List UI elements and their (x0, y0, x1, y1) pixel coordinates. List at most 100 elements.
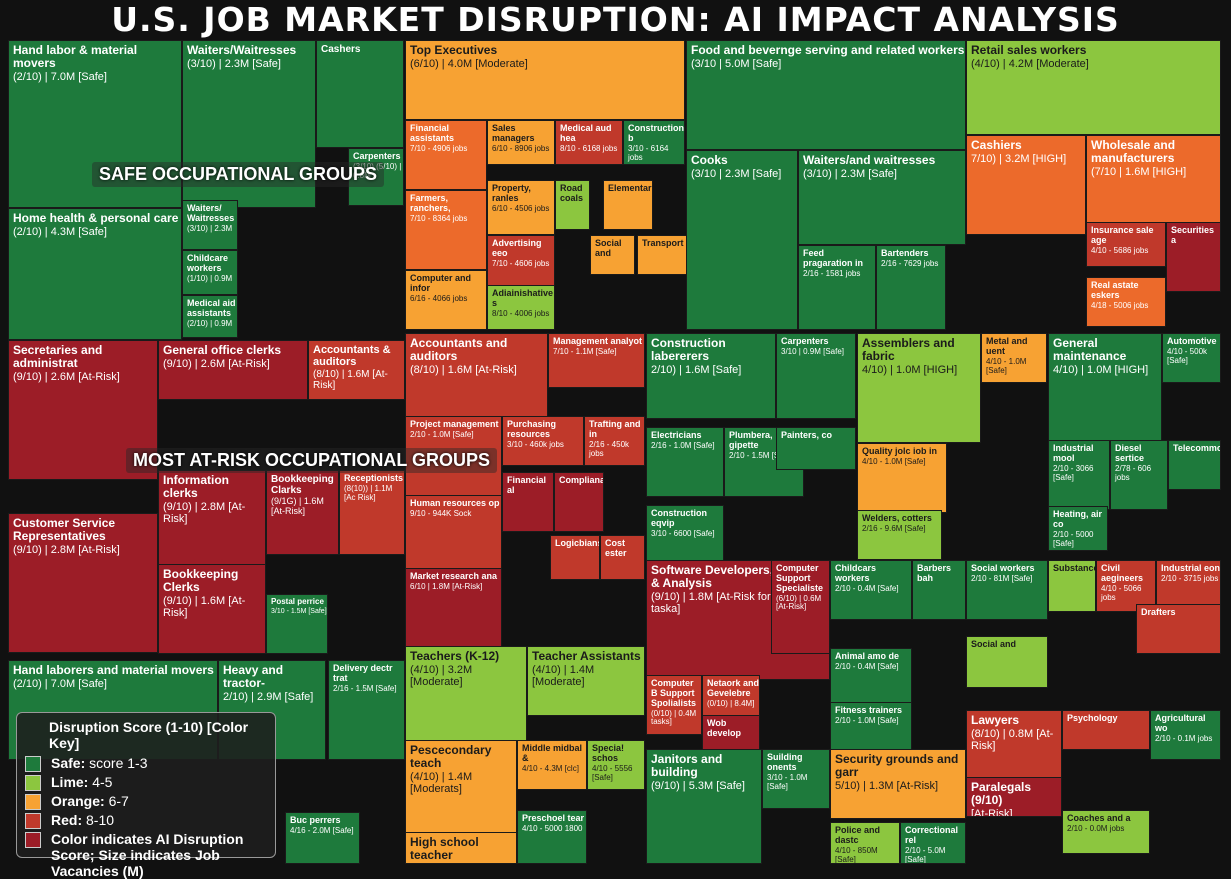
treemap-cell: Suilding onents 3/10 - 1.0M [Safe] (762, 749, 830, 809)
cell-label: Cooks (691, 153, 728, 167)
group-label: SAFE OCCUPATIONAL GROUPS (92, 162, 385, 187)
cell-label: Bookkeeping Clarks (271, 474, 334, 496)
cell-label: Industrial mool (1053, 443, 1094, 463)
cell-value: 4/10) | 1.0M [HIGH] (1053, 364, 1149, 377)
cell-value: 3/10 - 460k jobs (507, 439, 564, 449)
treemap-cell: Wholesale and manufacturers (7/10 | 1.6M … (1086, 135, 1221, 235)
cell-label: Financial assistants (410, 123, 455, 143)
cell-label: Hand labor & material movers (13, 43, 138, 71)
cell-label: Construction b (628, 123, 684, 143)
cell-label: Farmers, ranchers, (410, 193, 451, 213)
treemap-cell: Diesel sertice 2/78 - 606 jobs (1110, 440, 1168, 510)
legend-key: Safe: (51, 755, 86, 771)
cell-label: Specia! schos (592, 743, 625, 763)
cell-label: Psychology (1067, 713, 1118, 723)
treemap-cell: Waiters/and waitresses (3/10) | 2.3M [Saf… (798, 150, 966, 245)
cell-label: Information clerks (163, 473, 229, 501)
cell-label: Transport (642, 238, 684, 248)
cell-label: Teachers (K-12) (410, 649, 500, 663)
cell-label: Medical aid assistants (187, 298, 236, 318)
cell-value: 4/10 - 5000 1800 (522, 823, 583, 833)
treemap-cell: Computer and infor 6/16 - 4066 jobs (405, 270, 487, 330)
treemap-cell: Trafting and in 2/16 - 450k jobs (584, 416, 645, 466)
cell-value: (2/10) | 0.9M (187, 318, 233, 328)
cell-value: 9/10 - 944K Sock (410, 508, 472, 518)
cell-label: Heating, air co (1053, 509, 1103, 529)
cell-label: Delivery dectr trat (333, 663, 393, 683)
treemap-cell: Industrial mool 2/10 - 3066 [Safe] (1048, 440, 1110, 510)
cell-value: 8/10 - 4006 jobs (492, 308, 550, 318)
cell-value: (8(10)) | 1.1M [Ac Risk] (344, 483, 393, 502)
cell-label: Secretaries and administrat (13, 343, 103, 371)
cell-value: (9/10) | 1.6M [At-Risk] (163, 595, 246, 620)
cell-value: 4/10) | 1.0M [HIGH] (862, 364, 958, 377)
treemap-cell: Painters, co (776, 427, 856, 470)
cell-value: (4/10) | 1.4M [Moderate] (532, 664, 595, 689)
treemap-cell: Teacher Assistants (4/10) | 1.4M [Moderat… (527, 646, 645, 716)
cell-value: 2/16 - 9.6M [Safe] (862, 523, 926, 533)
cell-value: 3/10 - 1.5M [Safe] (271, 607, 327, 615)
treemap-cell: Psychology (1062, 710, 1150, 750)
cell-label: General office clerks (163, 343, 282, 357)
treemap-cell: Financial al (502, 472, 554, 532)
treemap-cell: Financial assistants 7/10 - 4906 jobs (405, 120, 487, 190)
cell-value: (7/10 | 1.6M [HIGH] (1091, 166, 1187, 179)
legend-text: score 1-3 (89, 755, 148, 771)
cell-label: Automotive (1167, 336, 1217, 346)
treemap-cell: Real astate eskers 4/18 - 5006 jobs (1086, 277, 1166, 327)
cell-label: Project management (410, 419, 499, 429)
legend-text: 8-10 (86, 812, 115, 828)
treemap-cell: Bartenders 2/16 - 7629 jobs (876, 245, 946, 330)
cell-label: Elementar (608, 183, 652, 193)
treemap-cell: Project management 2/10 - 1.0M [Safe] (405, 416, 502, 506)
cell-label: Logicbians (555, 538, 600, 548)
treemap-cell: Waiters/Waitresses (3/10) | 2.3M [Safe] (182, 40, 316, 208)
treemap-cell: Home health & personal care (2/10) | 4.3M… (8, 208, 182, 340)
treemap-cell: Coaches and a 2/10 - 0.0M jobs (1062, 810, 1150, 854)
cell-value: 4/10 - 1.0M [Safe] (986, 356, 1027, 375)
cell-value: 4/10 - 5556 [Safe] (592, 763, 633, 782)
treemap-cell: Childcare workers (1/10) | 0.9M (182, 250, 238, 295)
cell-label: Financial al (507, 475, 547, 495)
treemap-cell: Secretaries and administrat (9/10) | 2.6M… (8, 340, 158, 480)
cell-value: 4/10 - 500k [Safe] (1167, 346, 1208, 365)
cell-label: Lawyers (971, 713, 1020, 727)
cell-value: 2/16 - 1581 jobs (803, 268, 861, 278)
cell-value: (1/10) | 0.9M (187, 273, 233, 283)
treemap-cell: Top Executives (6/10) | 4.0M [Moderate] (405, 40, 685, 120)
group-label: MOST AT-RISK OCCUPATIONAL GROUPS (126, 448, 498, 473)
treemap-cell: Elementar (603, 180, 653, 230)
legend-text: 6-7 (108, 793, 129, 809)
cell-label: Construction eqvip (651, 508, 707, 528)
cell-value: 4/10 - 4.3M [clc] (522, 763, 579, 773)
cell-label: Police and dastc (835, 825, 881, 845)
treemap-cell: Fitness trainers 2/10 - 1.0M [Safe] (830, 702, 912, 754)
legend: Disruption Score (1-10) [Color Key] Safe… (16, 712, 276, 879)
treemap-cell: Compliana (554, 472, 604, 532)
legend-text: 4-5 (92, 774, 113, 790)
treemap-cell: Management analyot 7/10 - 1.1M [Safe] (548, 333, 645, 388)
cell-value: 6/10 - 4506 jobs (492, 203, 550, 213)
treemap-cell: Electricians 2/16 - 1.0M [Safe] (646, 427, 724, 497)
treemap-cell: Pescecondary teach (4/10) | 1.4M [Moderat… (405, 740, 517, 840)
cell-value: (9/10) | 2.6M [At-Risk] (163, 358, 270, 371)
cell-value: (9/10) | 2.8M [At-Risk] (163, 501, 246, 526)
legend-swatch (25, 756, 41, 772)
treemap-cell: Medical aud hea 8/10 - 6168 jobs (555, 120, 623, 165)
cell-label: Social workers (971, 563, 1035, 573)
treemap-cell: Property, ranles 6/10 - 4506 jobs (487, 180, 555, 235)
cell-value: 2/10) | 1.6M [Safe] (651, 364, 742, 377)
cell-label: Janitors and building (651, 752, 723, 780)
treemap-cell: Heating, air co 2/10 - 5000 [Safe] (1048, 506, 1108, 551)
cell-label: Social and (971, 639, 1017, 649)
treemap-cell: Cashiers 7/10) | 3.2M [HIGH] (966, 135, 1086, 235)
treemap-cell: Accountants and auditors (8/10) | 1.6M [A… (405, 333, 548, 421)
cell-label: Teacher Assistants (532, 649, 641, 663)
cell-label: Adiainishative s (492, 288, 554, 308)
cell-label: Metal and uent (986, 336, 1028, 356)
cell-label: Childcare workers (187, 253, 229, 273)
legend-item: Red: 8-10 (25, 812, 267, 829)
cell-value: 3/10 - 6600 [Safe] (651, 528, 715, 538)
cell-label: Bartenders (881, 248, 929, 258)
cell-label: Substance (1053, 563, 1096, 573)
